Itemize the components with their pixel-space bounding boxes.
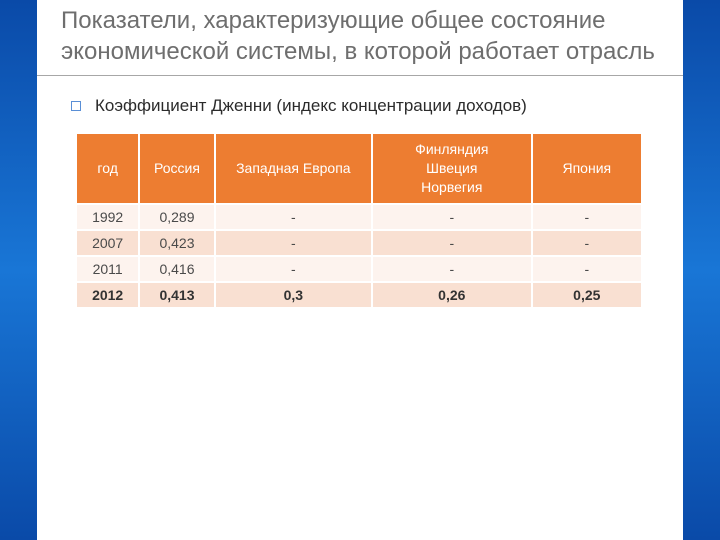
cell-russia: 0,416 bbox=[140, 257, 213, 281]
table-header-row: год Россия Западная Европа ФинляндияШвец… bbox=[77, 134, 641, 203]
cell-russia: 0,423 bbox=[140, 231, 213, 255]
col-header-nordic: ФинляндияШвецияНорвегия bbox=[373, 134, 531, 203]
cell-japan: - bbox=[533, 257, 641, 281]
cell-we: - bbox=[216, 205, 371, 229]
cell-year: 2011 bbox=[77, 257, 138, 281]
table-row: 2012 0,413 0,3 0,26 0,25 bbox=[77, 283, 641, 307]
cell-nordic: - bbox=[373, 205, 531, 229]
cell-japan: - bbox=[533, 205, 641, 229]
table-row: 2011 0,416 - - - bbox=[77, 257, 641, 281]
cell-we: - bbox=[216, 231, 371, 255]
table-row: 2007 0,423 - - - bbox=[77, 231, 641, 255]
slide-title: Показатели, характеризующие общее состоя… bbox=[61, 6, 659, 67]
cell-we: - bbox=[216, 257, 371, 281]
bullet-item: Коэффициент Дженни (индекс концентрации … bbox=[71, 96, 655, 116]
gini-table: год Россия Западная Европа ФинляндияШвец… bbox=[75, 132, 643, 309]
table-row: 1992 0,289 - - - bbox=[77, 205, 641, 229]
slide-card: Показатели, характеризующие общее состоя… bbox=[37, 0, 683, 540]
cell-nordic: - bbox=[373, 257, 531, 281]
col-header-japan: Япония bbox=[533, 134, 641, 203]
square-bullet-icon bbox=[71, 101, 81, 111]
title-block: Показатели, характеризующие общее состоя… bbox=[37, 0, 683, 76]
cell-year: 2012 bbox=[77, 283, 138, 307]
col-header-west-europe: Западная Европа bbox=[216, 134, 371, 203]
cell-year: 1992 bbox=[77, 205, 138, 229]
cell-nordic: 0,26 bbox=[373, 283, 531, 307]
body-block: Коэффициент Дженни (индекс концентрации … bbox=[37, 76, 683, 309]
col-header-year: год bbox=[77, 134, 138, 203]
cell-we: 0,3 bbox=[216, 283, 371, 307]
cell-japan: 0,25 bbox=[533, 283, 641, 307]
cell-japan: - bbox=[533, 231, 641, 255]
cell-russia: 0,289 bbox=[140, 205, 213, 229]
cell-nordic: - bbox=[373, 231, 531, 255]
cell-year: 2007 bbox=[77, 231, 138, 255]
bullet-text: Коэффициент Дженни (индекс концентрации … bbox=[95, 96, 527, 116]
cell-russia: 0,413 bbox=[140, 283, 213, 307]
col-header-russia: Россия bbox=[140, 134, 213, 203]
